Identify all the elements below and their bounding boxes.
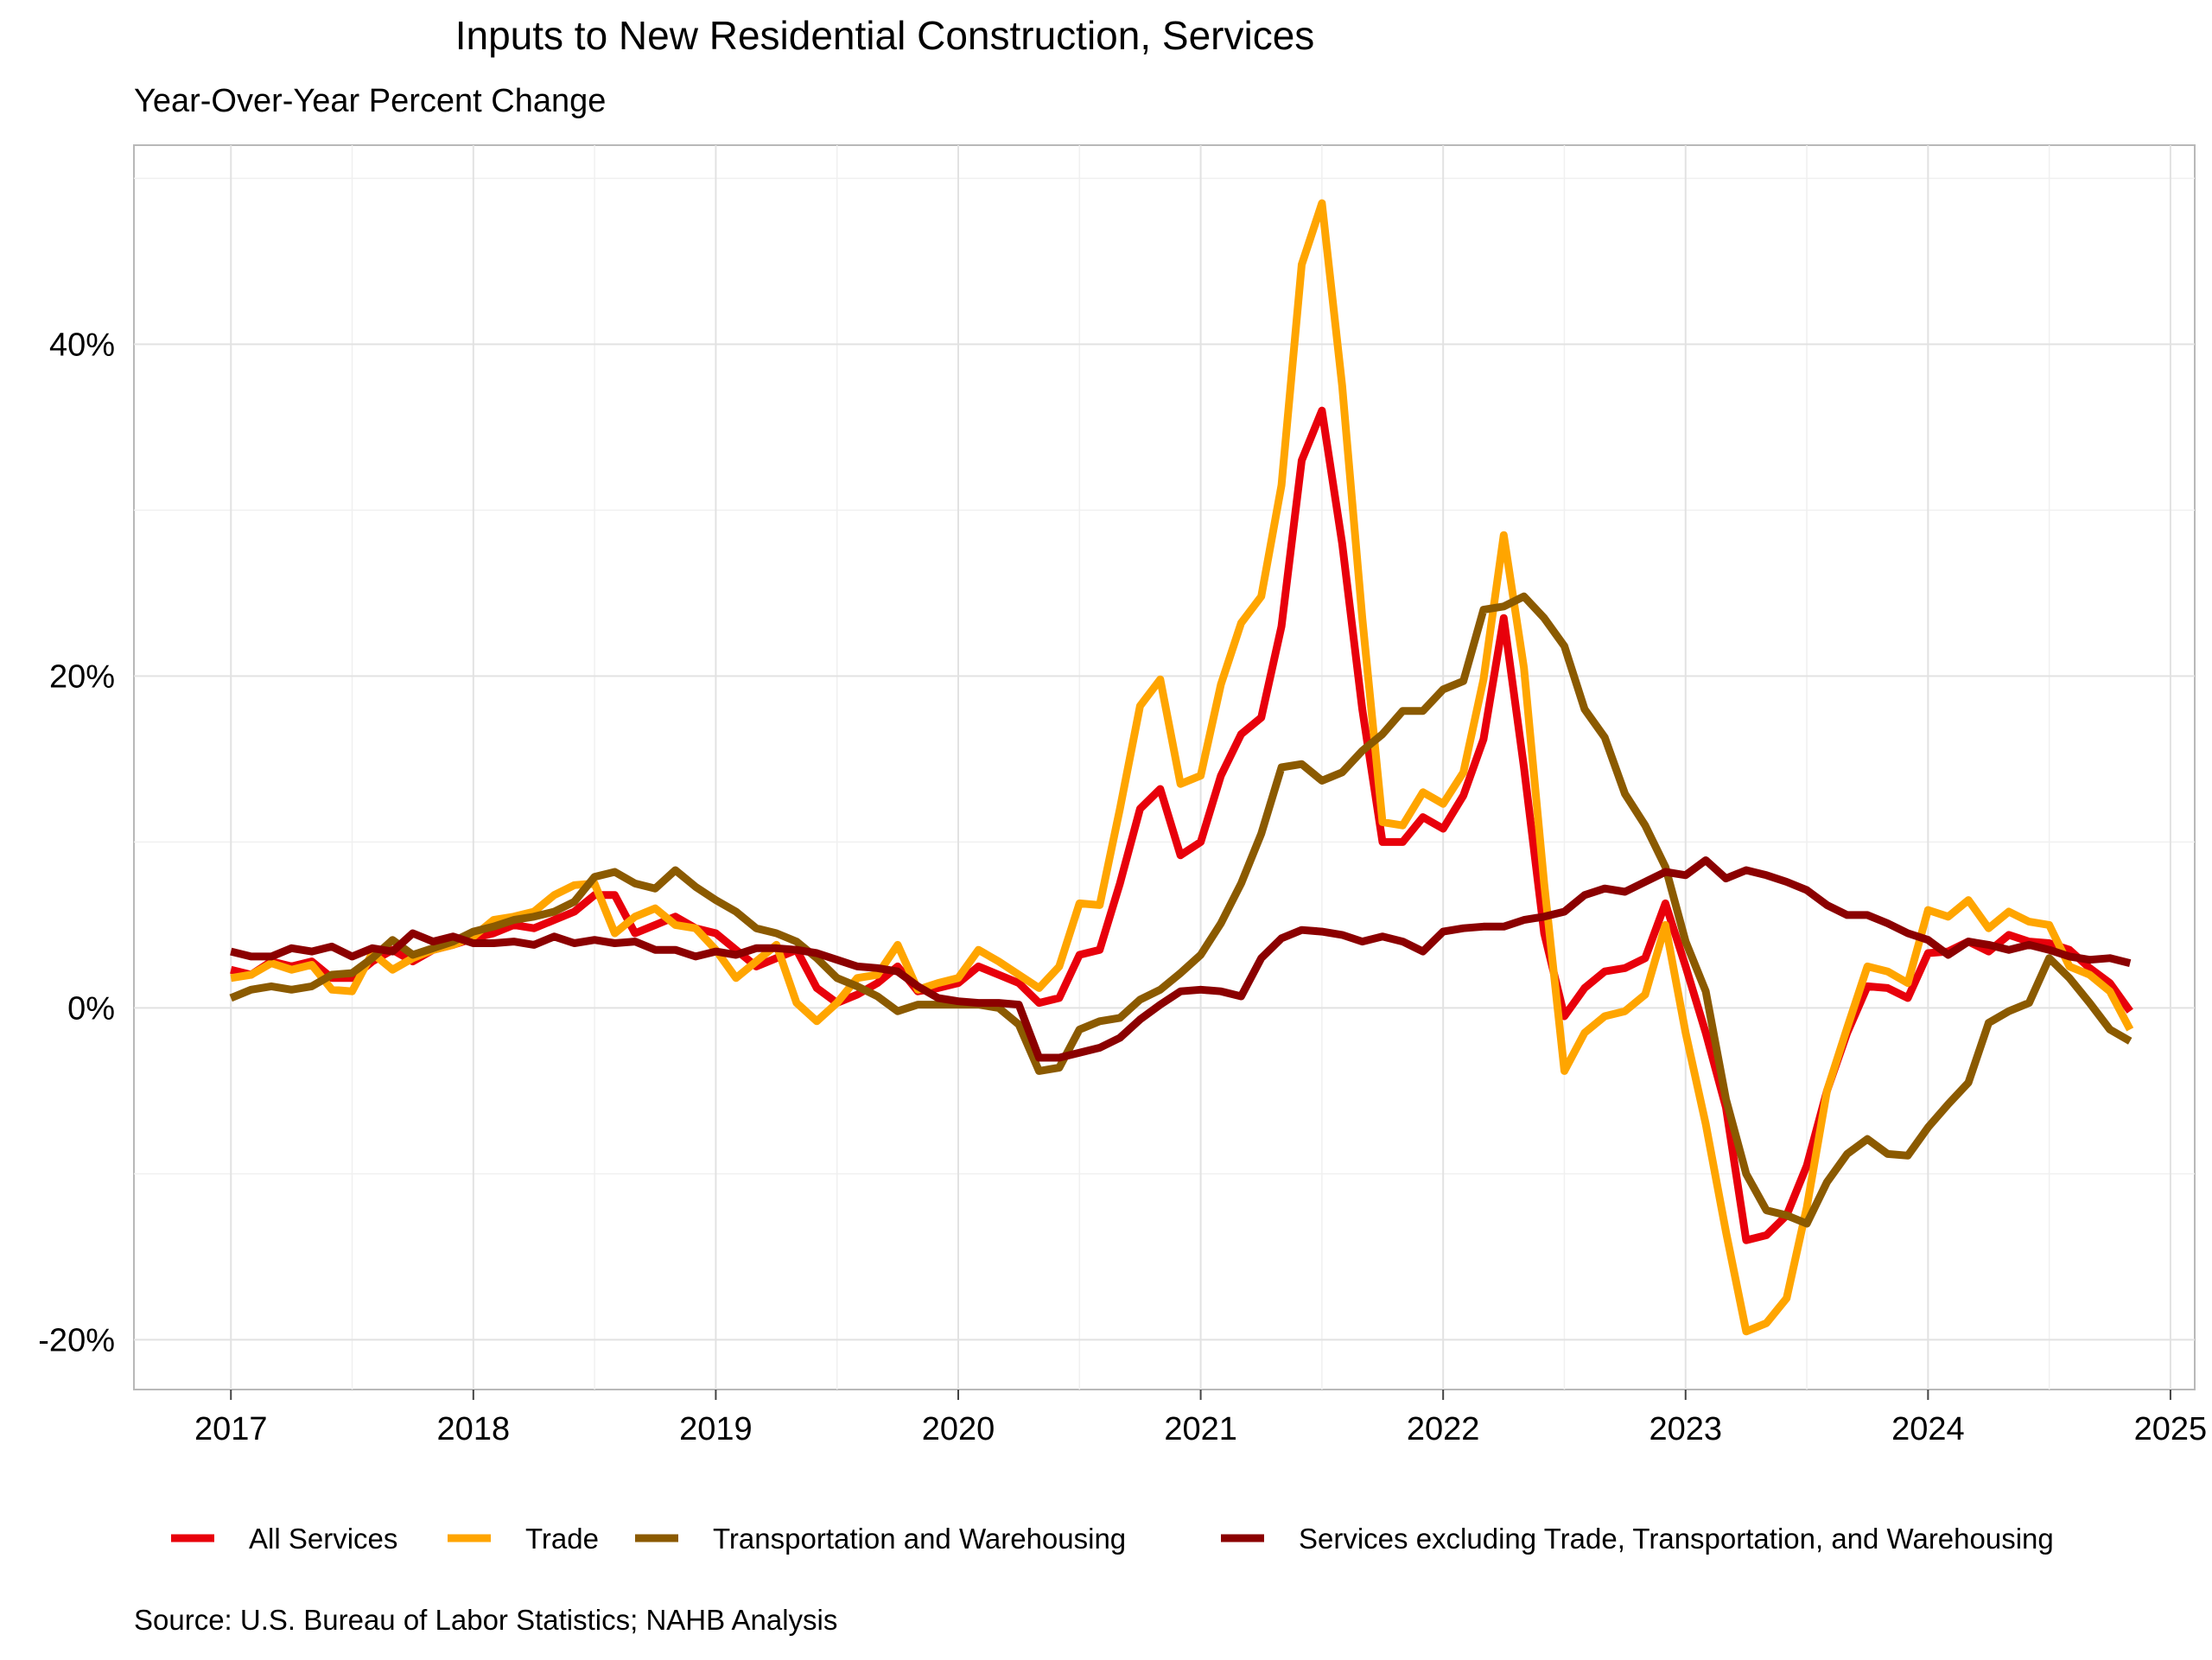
x-tick-label: 2020: [922, 1411, 995, 1447]
y-tick-label: 0%: [67, 990, 115, 1027]
x-tick-label: 2022: [1407, 1411, 1480, 1447]
series-line-3: [230, 856, 2132, 1062]
y-tick-label: -20%: [38, 1322, 115, 1358]
chart-subtitle: Year-Over-Year Percent Change: [134, 83, 607, 119]
series-line-2: [229, 592, 2133, 1228]
y-axis-labels: -20% 0% 20% 40%: [38, 327, 115, 1358]
x-axis-labels: 2017 2018 2019 2020 2021 2022 2023 2024 2025: [194, 1411, 2207, 1447]
x-axis-ticks: [230, 1390, 2171, 1400]
legend-label-1: Trade: [525, 1523, 599, 1555]
x-tick-label: 2024: [1891, 1411, 1965, 1447]
y-tick-label: 40%: [49, 327, 115, 363]
x-tick-label: 2023: [1649, 1411, 1722, 1447]
series-line-0: [230, 406, 2133, 1244]
x-tick-label: 2021: [1164, 1411, 1237, 1447]
x-tick-label: 2025: [2134, 1411, 2208, 1447]
x-tick-label: 2017: [194, 1411, 268, 1447]
series-line-1: [230, 199, 2134, 1336]
minor-gridlines: [134, 145, 2195, 1390]
source-note: Source: U.S. Bureau of Labor Statistics;…: [134, 1604, 838, 1636]
x-tick-label: 2019: [679, 1411, 753, 1447]
y-tick-label: 20%: [49, 658, 115, 695]
chart-title: Inputs to New Residential Construction, …: [454, 13, 1315, 58]
legend-label-2: Transportation and Warehousing: [713, 1523, 1126, 1555]
plot-frame: [133, 144, 2196, 1390]
legend-label-0: All Services: [249, 1523, 397, 1555]
legend: All Services Trade Transportation and Ware…: [171, 1523, 2054, 1555]
series-lines: [229, 199, 2134, 1336]
x-tick-label: 2018: [437, 1411, 511, 1447]
legend-label-3: Services excluding Trade, Transportation…: [1299, 1523, 2054, 1555]
